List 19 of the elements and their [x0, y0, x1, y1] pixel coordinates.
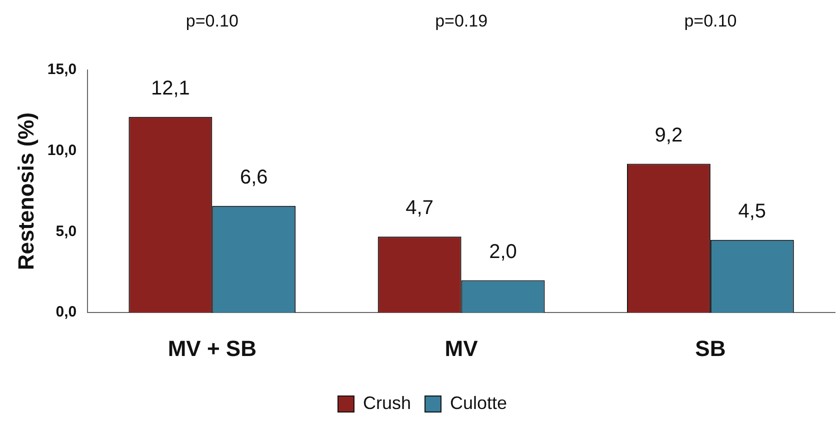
legend-label: Crush	[362, 392, 411, 413]
legend-label: Culotte	[450, 392, 508, 413]
data-label: 4,5	[738, 200, 766, 222]
text: p=0.10	[684, 12, 737, 31]
data-label: 2,0	[489, 240, 517, 263]
data-label: 9,2	[654, 124, 683, 146]
x-tick-label: MV	[444, 336, 478, 361]
text: p=0.10	[186, 12, 238, 31]
data-label: 12,1	[150, 77, 190, 100]
y-tick-label: 15,0	[47, 61, 77, 78]
x-tick-label: MV + SB	[168, 336, 256, 361]
y-tick-label: 10,0	[47, 142, 77, 160]
y-tick-label: 5,0	[56, 222, 77, 240]
data-label: 4,7	[406, 197, 434, 220]
x-tick-label: SB	[695, 336, 726, 361]
data-label: 6,6	[240, 166, 268, 188]
y-axis-title: Restenosis (%)	[13, 112, 38, 270]
y-tick-label: 0,0	[56, 304, 77, 321]
text: p=0.19	[435, 12, 488, 31]
